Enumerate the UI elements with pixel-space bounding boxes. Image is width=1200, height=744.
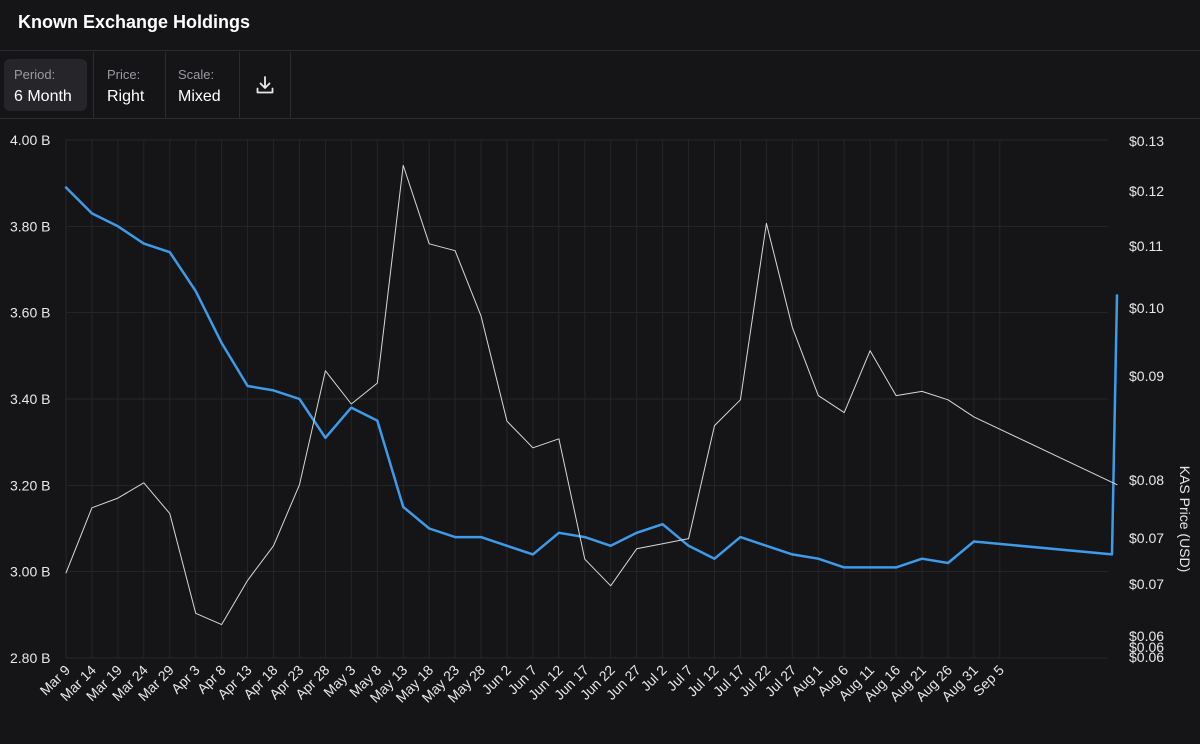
y-left-tick-label: 3.40 B [10,391,50,407]
y-right-tick-label: $0.12 [1129,183,1164,199]
price-value: Right [107,88,145,105]
toolbar-divider [93,52,94,118]
y-right-tick-label: $0.07 [1129,576,1164,592]
holdings-chart: 4.00 B 3.80 B 3.60 B 3.40 B 3.20 B 3.00 B 2.80… [10,132,1193,706]
y-right-tick-label: $0.08 [1129,472,1164,488]
y-right-tick-label: $0.09 [1129,368,1164,384]
y-left-tick-label: 3.20 B [10,477,50,493]
exchange-holdings-line [64,186,1119,569]
x-tick-label: Apr 3 [168,662,203,697]
y-left-tick-label: 3.80 B [10,218,50,234]
y-right-tick-label: $0.11 [1129,238,1163,254]
period-label: Period: [14,67,56,82]
page-title: Known Exchange Holdings [18,12,251,32]
x-tick-label: Jun 2 [479,662,515,698]
period-value: 6 Month [14,88,72,105]
kas-price-line [65,164,1118,626]
y-right-tick-label: $0.10 [1129,300,1164,316]
y-right-tick-label: $0.07 [1129,530,1164,546]
y-left-tick-label: 4.00 B [10,132,50,148]
toolbar-divider [239,52,240,118]
scale-label: Scale: [178,67,215,82]
x-tick-label: Sep 5 [970,662,1007,699]
download-icon [256,76,274,94]
y-left-tick-label: 3.60 B [10,305,50,321]
period-selector[interactable]: Period: 6 Month [4,59,87,111]
price-label: Price: [107,67,141,82]
right-axis-title: KAS Price (USD) [1177,466,1193,573]
scale-selector[interactable]: Scale: Mixed [168,59,238,111]
price-selector[interactable]: Price: Right [97,59,162,111]
download-button[interactable] [240,59,290,111]
y-right-tick-label: $0.06 [1129,649,1164,665]
y-left-tick-label: 2.80 B [10,650,50,666]
y-right-tick-label: $0.06 [1129,628,1164,644]
toolbar-divider [290,52,291,118]
scale-value: Mixed [178,88,221,105]
toolbar: Period: 6 Month Price: Right Scale: Mixe… [0,52,1200,119]
toolbar-divider [165,52,166,118]
y-right-tick-label: $0.13 [1129,133,1164,149]
title-bar: Known Exchange Holdings [0,0,1200,51]
y-right-tick-label: $0.06 [1129,639,1164,655]
x-tick-label: Jul 2 [638,662,670,694]
y-left-tick-label: 3.00 B [10,564,50,580]
